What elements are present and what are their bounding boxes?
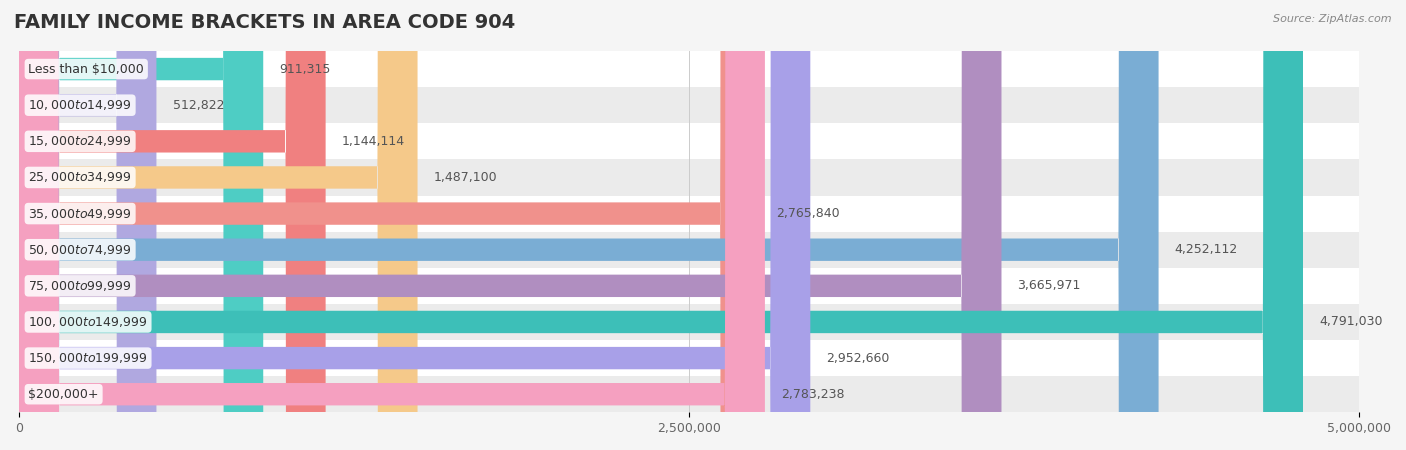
Text: 3,665,971: 3,665,971: [1018, 279, 1081, 292]
Text: 2,952,660: 2,952,660: [827, 351, 890, 364]
Text: 4,791,030: 4,791,030: [1319, 315, 1382, 328]
Bar: [20, 268, 1360, 304]
Text: 911,315: 911,315: [280, 63, 330, 76]
Bar: [20, 340, 1360, 376]
FancyBboxPatch shape: [20, 0, 156, 450]
Bar: [20, 232, 1360, 268]
Text: $25,000 to $34,999: $25,000 to $34,999: [28, 171, 132, 184]
Bar: [20, 195, 1360, 232]
FancyBboxPatch shape: [20, 0, 418, 450]
Text: 2,765,840: 2,765,840: [776, 207, 839, 220]
FancyBboxPatch shape: [20, 0, 1159, 450]
Text: $200,000+: $200,000+: [28, 388, 98, 400]
Text: 1,487,100: 1,487,100: [433, 171, 498, 184]
Text: Source: ZipAtlas.com: Source: ZipAtlas.com: [1274, 14, 1392, 23]
Bar: [20, 376, 1360, 412]
Text: 512,822: 512,822: [173, 99, 224, 112]
Text: $150,000 to $199,999: $150,000 to $199,999: [28, 351, 148, 365]
FancyBboxPatch shape: [20, 0, 810, 450]
Text: Less than $10,000: Less than $10,000: [28, 63, 145, 76]
Text: FAMILY INCOME BRACKETS IN AREA CODE 904: FAMILY INCOME BRACKETS IN AREA CODE 904: [14, 14, 516, 32]
Text: $35,000 to $49,999: $35,000 to $49,999: [28, 207, 132, 220]
Text: $10,000 to $14,999: $10,000 to $14,999: [28, 98, 132, 112]
FancyBboxPatch shape: [20, 0, 326, 450]
Bar: [20, 304, 1360, 340]
Bar: [20, 123, 1360, 159]
Text: $15,000 to $24,999: $15,000 to $24,999: [28, 134, 132, 148]
Bar: [20, 87, 1360, 123]
Text: 2,783,238: 2,783,238: [780, 388, 845, 400]
FancyBboxPatch shape: [20, 0, 1303, 450]
Text: 1,144,114: 1,144,114: [342, 135, 405, 148]
Bar: [20, 159, 1360, 195]
Text: $50,000 to $74,999: $50,000 to $74,999: [28, 243, 132, 256]
Text: $100,000 to $149,999: $100,000 to $149,999: [28, 315, 148, 329]
Text: $75,000 to $99,999: $75,000 to $99,999: [28, 279, 132, 293]
FancyBboxPatch shape: [20, 0, 765, 450]
Bar: [20, 51, 1360, 87]
FancyBboxPatch shape: [20, 0, 263, 450]
FancyBboxPatch shape: [20, 0, 1001, 450]
Text: 4,252,112: 4,252,112: [1174, 243, 1237, 256]
FancyBboxPatch shape: [20, 0, 761, 450]
